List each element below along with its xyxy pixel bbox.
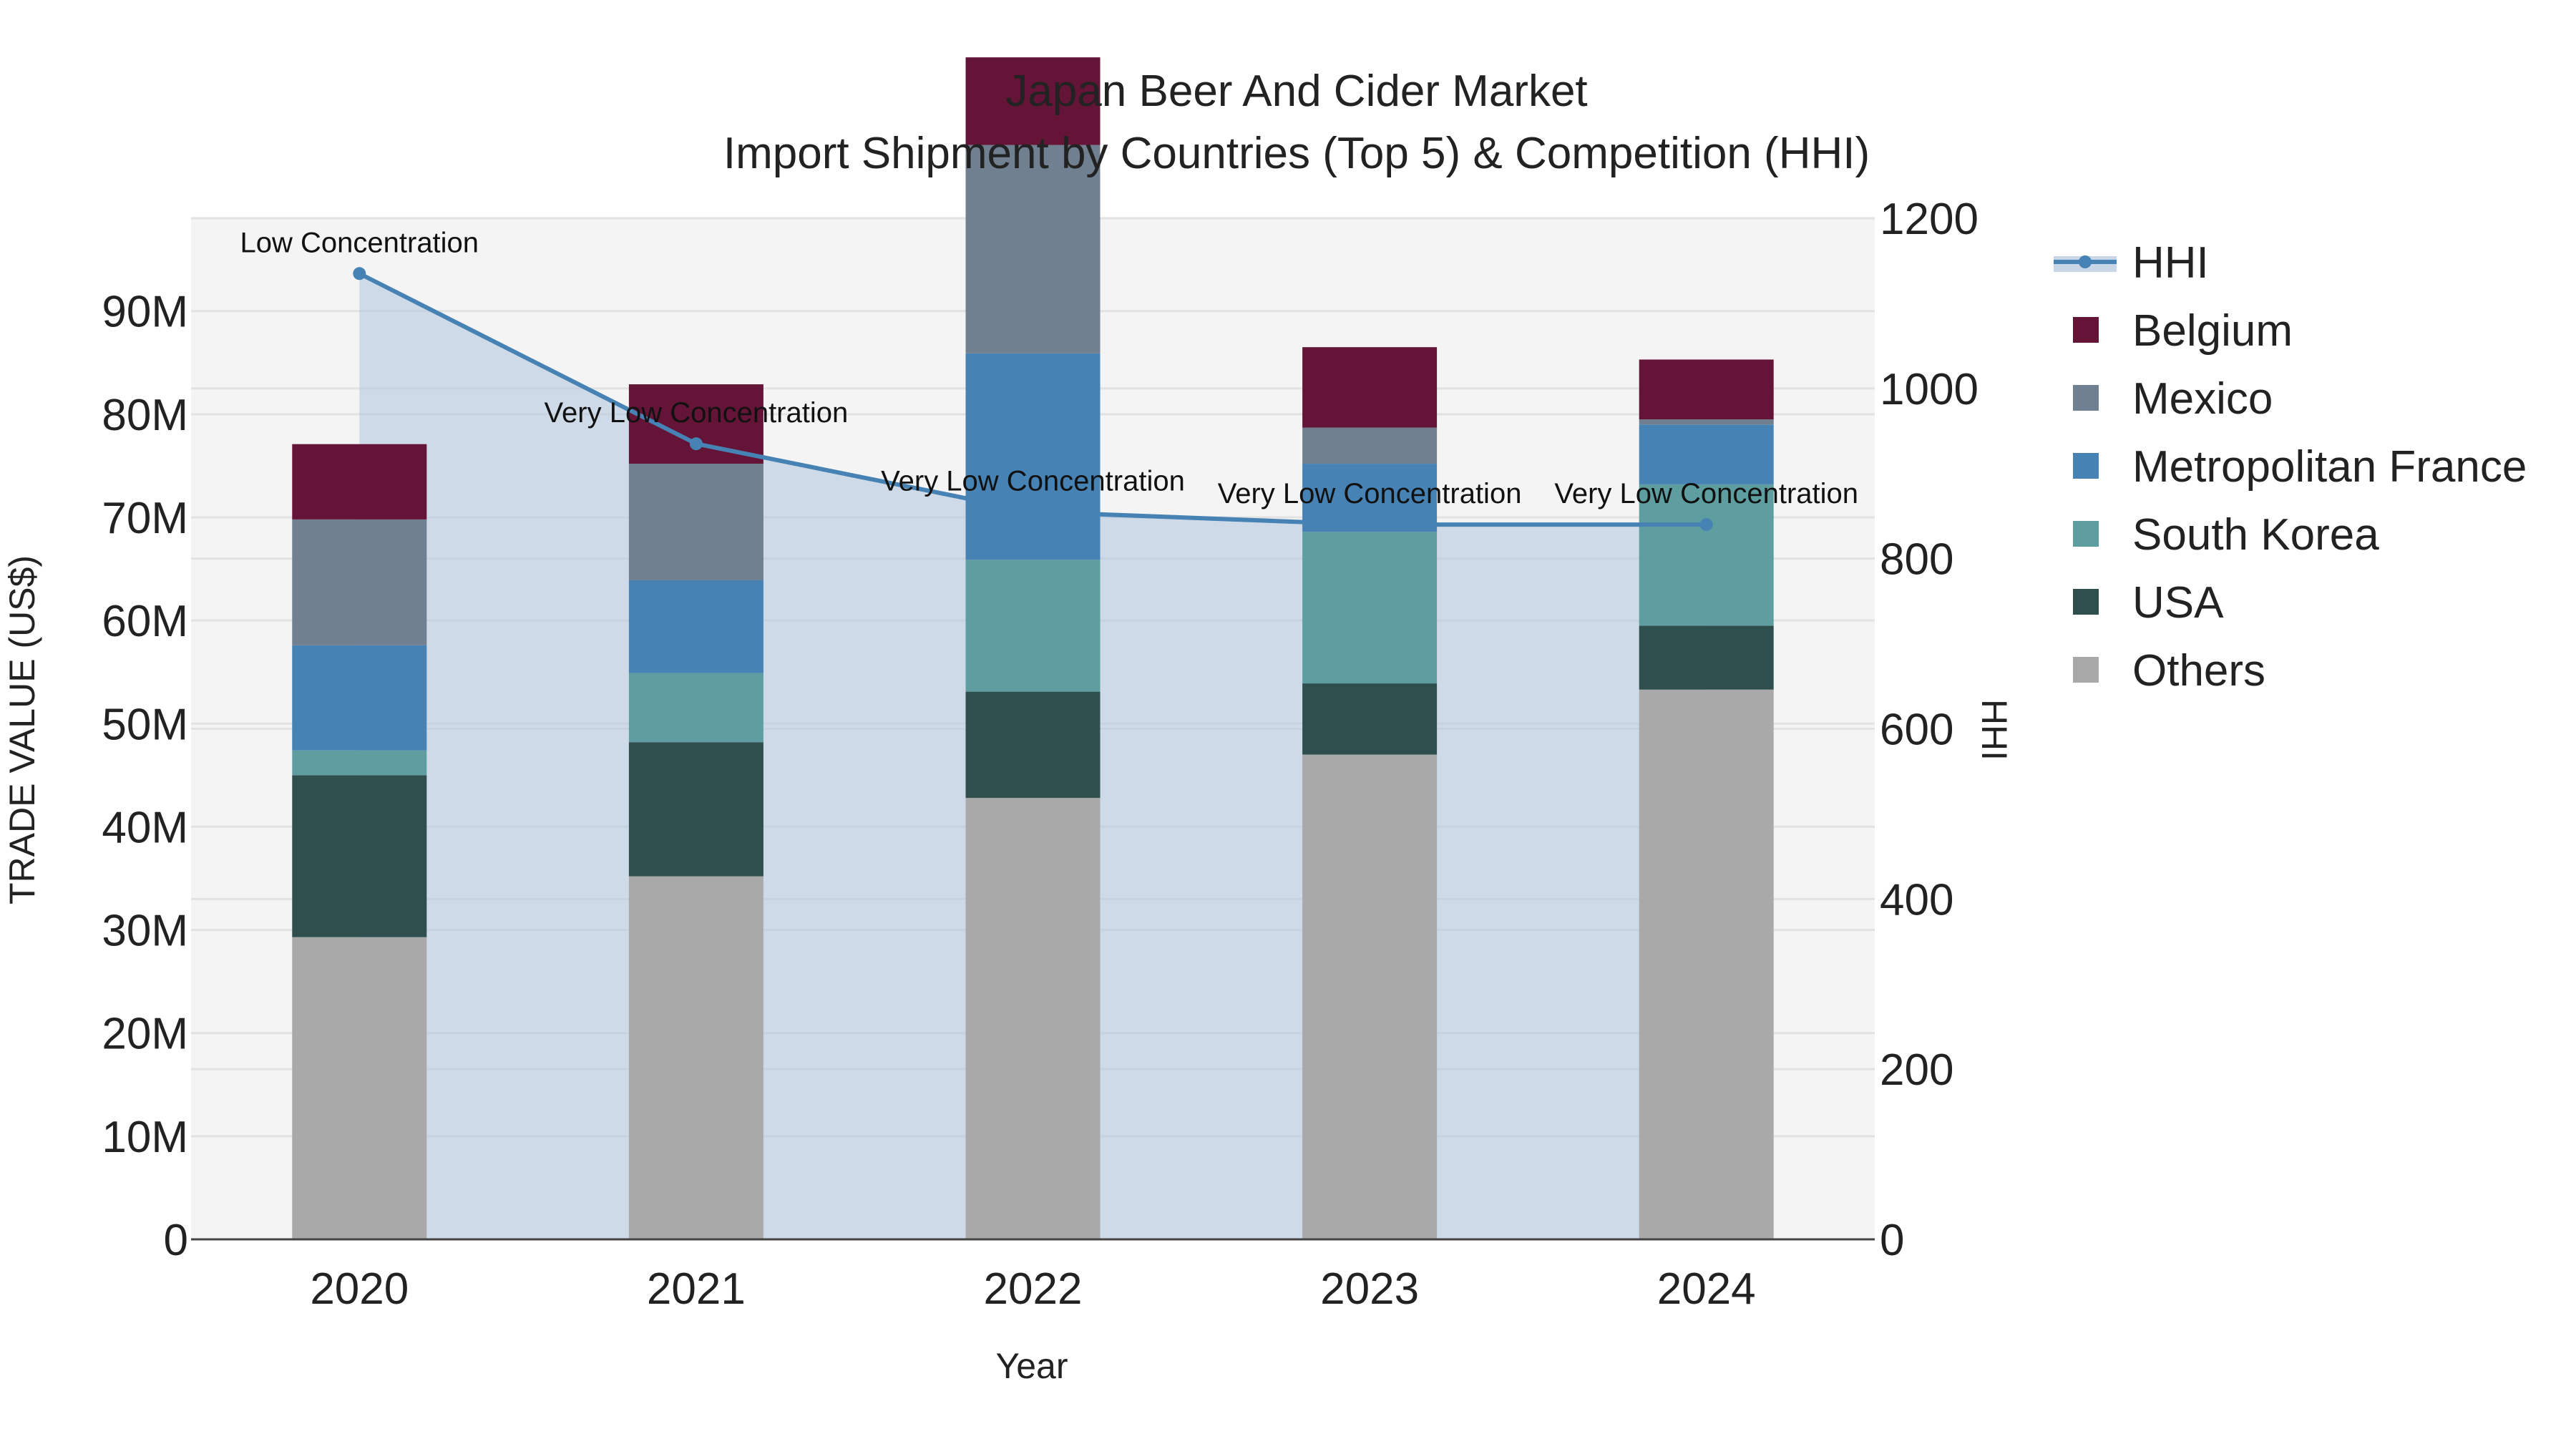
bar-others-2021 — [628, 876, 763, 1239]
x-tick-label-2021: 2021 — [647, 1264, 746, 1314]
hhi-annotation-2022: Very Low Concentration — [881, 465, 1185, 497]
bar-mexico-2022 — [965, 145, 1101, 353]
bar-mexico-2024 — [1639, 419, 1774, 425]
bar-others-2022 — [965, 798, 1101, 1239]
y-tick-label: 40M — [102, 803, 188, 852]
bar-belgium-2024 — [1639, 359, 1774, 420]
bar-metropolitan-france-2022 — [965, 353, 1101, 560]
x-axis-title: Year — [995, 1346, 1068, 1386]
y2-tick-label: 400 — [1880, 875, 1953, 924]
legend-swatch-hhi-marker — [2079, 255, 2092, 268]
legend-swatch-belgium — [2073, 317, 2099, 343]
hhi-point-2024 — [1699, 518, 1713, 532]
legend-swatch-usa — [2073, 589, 2099, 615]
legend-label-belgium: Belgium — [2132, 306, 2293, 356]
legend-swatch-metropolitan-france — [2073, 453, 2099, 479]
legend-label-others: Others — [2132, 646, 2265, 696]
bar-usa-2022 — [965, 691, 1101, 799]
hhi-annotations: Low Concentration Very Low Concentration V… — [240, 227, 1859, 509]
bar-south-korea-2021 — [628, 673, 763, 743]
bar-belgium-2023 — [1302, 347, 1438, 428]
bar-south-korea-2020 — [292, 750, 427, 776]
bar-belgium-2020 — [292, 444, 427, 519]
y2-tick-label: 800 — [1880, 535, 1953, 585]
bar-metropolitan-france-2020 — [292, 645, 427, 751]
hhi-annotation-2020: Low Concentration — [240, 227, 479, 258]
y-tick-label: 80M — [102, 391, 188, 440]
y-tick-label: 50M — [102, 700, 188, 749]
bar-south-korea-2024 — [1639, 484, 1774, 626]
hhi-point-2023 — [1363, 518, 1377, 532]
y-axis-title: TRADE VALUE (US$) — [2, 555, 42, 904]
legend-label-usa: USA — [2132, 578, 2224, 628]
y2-tick-label: 0 — [1880, 1216, 1904, 1265]
x-tick-label-2020: 2020 — [310, 1264, 409, 1314]
y-tick-label: 70M — [102, 494, 188, 543]
bar-usa-2021 — [628, 742, 763, 877]
y-tick-label: 30M — [102, 907, 188, 956]
hhi-line-layer — [353, 267, 1713, 532]
x-tick-label-2024: 2024 — [1657, 1264, 1756, 1314]
bar-mexico-2020 — [292, 519, 427, 645]
bar-south-korea-2022 — [965, 560, 1101, 692]
legend-label-south-korea: South Korea — [2132, 510, 2379, 560]
bar-mexico-2023 — [1302, 427, 1438, 464]
y2-tick-label: 1200 — [1880, 195, 1979, 244]
hhi-annotation-2023: Very Low Concentration — [1218, 478, 1522, 509]
x-tick-label-2022: 2022 — [984, 1264, 1083, 1314]
bar-others-2020 — [292, 937, 427, 1239]
legend-label-mexico: Mexico — [2132, 374, 2273, 424]
legend-label-hhi: HHI — [2132, 238, 2209, 288]
bars — [292, 57, 1774, 1239]
hhi-annotation-2024: Very Low Concentration — [1554, 478, 1858, 509]
y-tick-label: 20M — [102, 1010, 188, 1059]
legend-swatch-others — [2073, 657, 2099, 683]
legend-swatch-south-korea — [2073, 521, 2099, 547]
y2-tick-label: 1000 — [1880, 365, 1979, 414]
bar-south-korea-2023 — [1302, 532, 1438, 684]
hhi-annotation-2021: Very Low Concentration — [545, 397, 849, 429]
bar-usa-2020 — [292, 775, 427, 937]
bar-usa-2023 — [1302, 683, 1438, 755]
y2-tick-label: 600 — [1880, 706, 1953, 755]
bar-others-2024 — [1639, 689, 1774, 1239]
hhi-point-2022 — [1026, 505, 1040, 519]
hhi-point-2021 — [689, 437, 703, 451]
bar-mexico-2021 — [628, 464, 763, 580]
hhi-point-2020 — [353, 267, 366, 280]
legend: HHI Belgium Mexico Metropolitan France South… — [2054, 238, 2527, 696]
bar-belgium-2022 — [965, 57, 1101, 145]
bar-metropolitan-france-2024 — [1639, 424, 1774, 484]
bar-others-2023 — [1302, 754, 1438, 1239]
tick-labels: 0 10M 20M 30M 40M 50M 60M 70M 80M 90M 0 200 400 600 80… — [102, 195, 1979, 1314]
chart-subtitle: Import Shipment by Countries (Top 5) & C… — [723, 129, 1870, 178]
bar-usa-2024 — [1639, 625, 1774, 690]
legend-label-metropolitan-france: Metropolitan France — [2132, 442, 2527, 492]
bar-belgium-2021 — [628, 384, 763, 464]
y-tick-label: 90M — [102, 288, 188, 337]
legend-swatch-mexico — [2073, 385, 2099, 411]
y2-tick-label: 200 — [1880, 1045, 1953, 1095]
chart-title: Japan Beer And Cider Market — [1005, 67, 1587, 116]
y-tick-label: 0 — [164, 1216, 188, 1265]
y-tick-label: 10M — [102, 1113, 188, 1162]
x-tick-label-2023: 2023 — [1320, 1264, 1419, 1314]
y2-axis-title: HHI — [1974, 699, 2014, 761]
bar-metropolitan-france-2021 — [628, 580, 763, 673]
y-tick-label: 60M — [102, 597, 188, 646]
